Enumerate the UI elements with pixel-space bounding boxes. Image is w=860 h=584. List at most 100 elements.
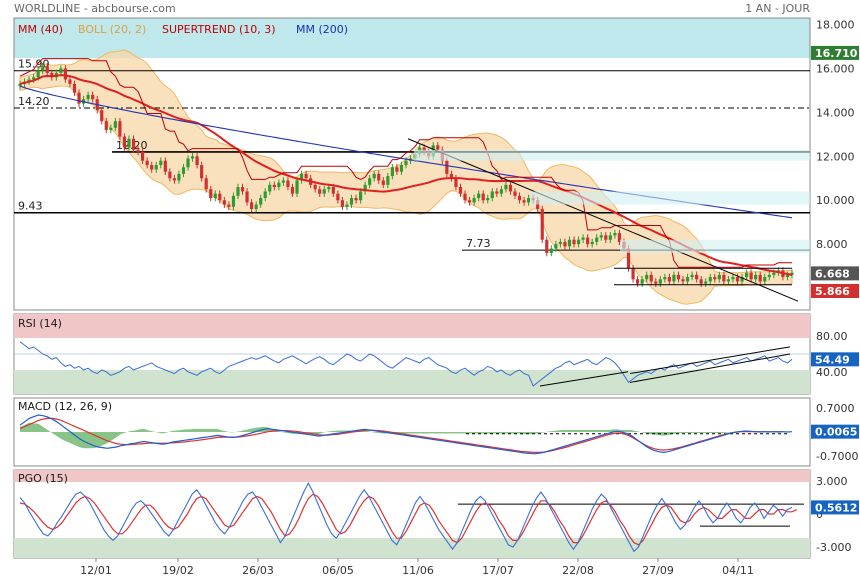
rsi-badge: 54.49 [811,352,859,367]
candle-body-122 [572,239,576,245]
candle-body-42 [209,189,213,199]
rsi-y-tick-1: 40.00 [816,366,848,379]
candle-body-84 [399,165,404,172]
resistance-zone-8 [620,239,810,253]
pgo-badge-value: 0.5612 [815,501,857,514]
candle-body-58 [281,180,285,183]
candle-body-137 [640,279,644,284]
price-badge-bg-1 [811,266,859,281]
candle-body-28 [145,160,149,166]
candle-body-24 [127,138,131,148]
candle-body-80 [381,180,385,185]
price-badge-bg-2 [811,283,859,298]
x-tick-3: 06/05 [322,564,354,577]
candle-body-97 [458,187,463,194]
candle-body-43 [213,193,217,199]
trend-lines [407,138,810,302]
x-axis: 12/01 19/02 26/03 06/05 11/06 17/07 22/08 27/09… [80,558,754,577]
candle-body-9 [59,68,63,73]
candle-body-39 [195,156,199,166]
candle-body-126 [590,241,594,245]
candle-body-27 [141,151,145,161]
candle-body-12 [72,83,77,93]
pgo-panel: PGO (15) 3.000 0 -3.000 0.5612 [13,469,859,559]
candle-body-140 [654,281,658,284]
pgo-label: PGO (15) [18,472,68,485]
pgo-lower-zone [14,538,810,558]
macd-line [19,414,793,455]
candle-body-10 [63,68,68,80]
candle-body-15 [86,94,90,100]
candle-body-55 [268,184,272,192]
price-upper-zone [14,18,810,58]
rsi-panel: RSI (14) 80.00 40.00 54.49 [13,313,859,395]
price-y-tick-3: 12.000 [816,150,855,163]
price-badge-bg-0 [811,45,859,60]
price-badge-2: 5.866 [815,285,850,298]
candle-body-50 [245,191,249,203]
candle-body-82 [390,167,394,177]
candle-body-164 [763,277,767,282]
candle-body-85 [404,160,408,166]
chart-period-label: 1 AN - JOUR [745,2,810,15]
candle-body-163 [758,274,762,282]
candle-body-105 [495,191,499,194]
candle-body-92 [436,145,440,150]
candle-body-89 [422,147,426,152]
pgo-y-axis: 3.000 0 -3.000 [816,475,851,554]
pgo-y-tick-1: 0 [816,508,823,521]
candle-body-98 [463,193,467,201]
candle-body-123 [576,239,581,245]
candle-body-110 [517,195,522,201]
candle-body-60 [290,187,295,194]
candle-body-35 [177,173,181,181]
candle-body-121 [567,239,572,247]
candle-body-29 [150,165,154,170]
candle-body-65 [313,184,317,190]
macd-badge-value: 0.0065 [815,426,857,439]
candle-body-100 [472,198,476,203]
supertrend-line [19,58,792,268]
candle-body-115 [540,209,544,240]
rsi-lines [19,341,793,387]
candle-body-108 [508,184,513,192]
candle-body-145 [676,274,681,280]
candle-body-154 [717,274,721,280]
candle-body-116 [545,239,549,253]
macd-badge: 0.0065 [811,424,859,439]
candle-body-74 [354,198,358,201]
candle-body-109 [513,191,517,196]
candle-body-143 [667,277,671,282]
candle-body-150 [699,279,703,284]
candle-body-114 [536,200,540,210]
x-tick-8: 04/11 [722,564,754,577]
macd-label: MACD (12, 26, 9) [18,400,112,413]
candle-body-41 [204,178,208,190]
candle-body-34 [172,178,176,181]
pgo-badge: 0.5612 [811,500,859,515]
candle-body-151 [704,281,708,284]
price-y-tick-5: 8.000 [816,238,848,251]
macd-panel: MACD (12, 26, 9) 0.7000 -0.7000 0.0065 [13,397,859,467]
candle-body-62 [299,173,304,181]
candle-body-119 [558,241,562,245]
bollinger-bands [19,49,793,305]
candle-body-7 [50,72,54,78]
candle-body-19 [104,121,108,130]
candle-body-36 [181,167,186,174]
candle-body-131 [613,233,617,236]
rsi-y-axis: 80.00 40.00 [816,330,848,379]
candle-body-157 [731,277,735,280]
macd-signal-line [19,417,783,453]
candle-body-33 [168,171,172,179]
x-tick-7: 27/09 [642,564,674,577]
candle-body-148 [690,274,694,278]
price-badge-0: 16.710 [815,47,858,60]
candle-body-6 [45,66,49,73]
candle-body-103 [486,198,490,201]
price-legend: MM (40) BOLL (20, 2) SUPERTREND (10, 3) … [18,23,348,36]
candle-body-132 [617,233,622,242]
candle-body-147 [685,277,690,282]
rsi-badge-bg [811,352,859,367]
price-badge-1: 6.668 [815,267,850,280]
